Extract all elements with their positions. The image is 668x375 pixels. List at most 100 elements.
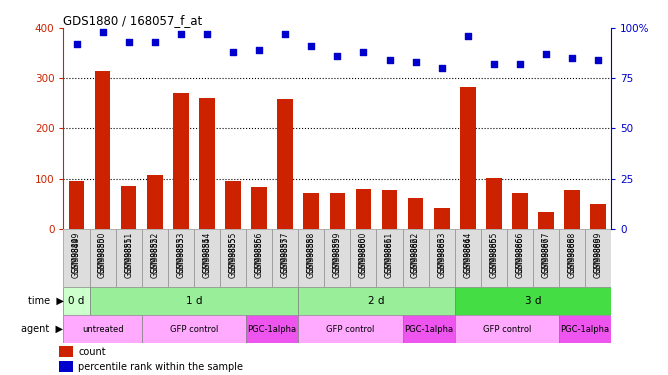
Text: GSM98868: GSM98868	[568, 232, 576, 273]
Point	[593, 57, 603, 63]
Text: GSM98858: GSM98858	[307, 232, 316, 273]
Point	[71, 41, 82, 47]
Text: GSM98864: GSM98864	[464, 232, 472, 273]
Point	[384, 57, 395, 63]
Point	[280, 31, 291, 37]
Text: percentile rank within the sample: percentile rank within the sample	[78, 362, 243, 372]
Point	[410, 59, 421, 65]
Text: GSM98866: GSM98866	[516, 232, 524, 273]
Bar	[564, 190, 580, 229]
Text: GSM98850: GSM98850	[98, 232, 107, 273]
Bar	[434, 208, 450, 229]
Bar	[481, 229, 507, 287]
Bar	[507, 229, 533, 287]
Text: GSM98864: GSM98864	[464, 237, 472, 279]
Text: GSM98863: GSM98863	[437, 232, 446, 273]
Bar	[355, 189, 371, 229]
Bar	[538, 212, 554, 229]
Bar	[559, 315, 611, 343]
Bar	[194, 229, 220, 287]
Bar	[59, 346, 73, 357]
Point	[488, 61, 499, 67]
Text: PGC-1alpha: PGC-1alpha	[404, 324, 453, 334]
Text: GSM98852: GSM98852	[150, 232, 159, 273]
Point	[202, 31, 212, 37]
Bar	[429, 229, 455, 287]
Bar	[63, 229, 90, 287]
Bar	[591, 204, 606, 229]
Text: 3 d: 3 d	[525, 296, 541, 306]
Text: GSM98856: GSM98856	[255, 237, 264, 279]
Text: GSM98859: GSM98859	[333, 232, 342, 273]
Bar	[90, 287, 298, 315]
Bar	[251, 187, 267, 229]
Bar	[173, 93, 188, 229]
Text: count: count	[78, 347, 106, 357]
Text: GFP control: GFP control	[326, 324, 375, 334]
Text: GSM98854: GSM98854	[202, 237, 211, 279]
Text: GSM98858: GSM98858	[307, 237, 316, 278]
Point	[228, 49, 238, 55]
Bar	[298, 229, 324, 287]
Bar	[298, 315, 403, 343]
Text: GSM98853: GSM98853	[176, 237, 185, 279]
Bar	[329, 193, 345, 229]
Text: GSM98868: GSM98868	[568, 237, 576, 278]
Bar	[559, 229, 585, 287]
Bar	[403, 229, 429, 287]
Point	[98, 29, 108, 35]
Text: GSM98856: GSM98856	[255, 232, 264, 273]
Point	[540, 51, 551, 57]
Point	[306, 43, 317, 49]
Bar	[324, 229, 351, 287]
Bar	[455, 287, 611, 315]
Bar	[63, 287, 90, 315]
Point	[436, 65, 447, 71]
Text: agent  ▶: agent ▶	[21, 324, 63, 334]
Bar	[585, 229, 611, 287]
Text: GSM98866: GSM98866	[516, 237, 524, 279]
Bar	[377, 229, 403, 287]
Text: GSM98851: GSM98851	[124, 232, 133, 273]
Bar	[116, 229, 142, 287]
Bar	[69, 181, 84, 229]
Bar	[455, 315, 559, 343]
Point	[176, 31, 186, 37]
Text: GSM98855: GSM98855	[228, 232, 238, 273]
Bar	[90, 229, 116, 287]
Bar	[272, 229, 298, 287]
Text: GSM98863: GSM98863	[437, 237, 446, 279]
Text: GSM98854: GSM98854	[202, 232, 211, 273]
Point	[150, 39, 160, 45]
Bar	[95, 71, 110, 229]
Point	[358, 49, 369, 55]
Bar	[147, 175, 162, 229]
Text: GSM98862: GSM98862	[411, 237, 420, 278]
Point	[254, 47, 265, 53]
Text: GSM98851: GSM98851	[124, 237, 133, 278]
Text: GDS1880 / 168057_f_at: GDS1880 / 168057_f_at	[63, 14, 202, 27]
Bar	[168, 229, 194, 287]
Text: time  ▶: time ▶	[27, 296, 63, 306]
Bar	[298, 287, 455, 315]
Bar	[533, 229, 559, 287]
Bar	[486, 178, 502, 229]
Text: GSM98869: GSM98869	[594, 237, 603, 279]
Bar	[246, 315, 298, 343]
Bar	[381, 190, 397, 229]
Text: GSM98861: GSM98861	[385, 237, 394, 278]
Text: GSM98857: GSM98857	[281, 237, 290, 279]
Bar	[460, 87, 476, 229]
Text: GSM98862: GSM98862	[411, 232, 420, 273]
Text: GSM98867: GSM98867	[542, 232, 550, 273]
Text: GSM98861: GSM98861	[385, 232, 394, 273]
Bar	[512, 193, 528, 229]
Text: GSM98860: GSM98860	[359, 237, 368, 279]
Text: 0 d: 0 d	[68, 296, 85, 306]
Point	[514, 61, 525, 67]
Text: GSM98855: GSM98855	[228, 237, 238, 279]
Text: GSM98869: GSM98869	[594, 232, 603, 273]
Bar	[351, 229, 377, 287]
Bar	[403, 315, 455, 343]
Text: 2 d: 2 d	[368, 296, 385, 306]
